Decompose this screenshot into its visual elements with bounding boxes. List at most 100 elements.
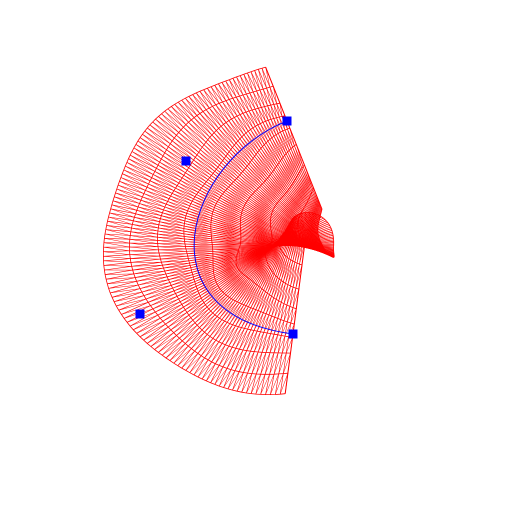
mesh-diagonal [235,280,252,302]
mesh-rung [280,160,294,183]
mesh-rung [199,91,213,107]
mesh-rung [118,298,147,311]
mesh-diagonal [239,282,255,304]
mesh-rung [292,147,303,169]
mesh-rung [234,349,244,371]
mesh-rung [251,351,259,374]
control-point-handle-p4[interactable] [288,329,298,339]
mesh-diagonal [134,217,159,226]
mesh-rung [116,295,145,307]
mesh-diagonal [199,285,219,296]
mesh-diagonal [220,162,237,179]
mesh-diagonal [177,350,195,366]
mesh-diagonal [233,279,251,300]
mesh-rung [258,69,267,89]
mesh-diagonal [147,127,169,147]
mesh-diagonal [177,102,192,121]
mesh-rung [243,134,258,153]
mesh-rung [132,224,159,229]
mesh-rung [171,106,189,123]
mesh-diagonal [172,193,192,204]
mesh-rung [195,92,210,109]
mesh-rung [180,290,199,302]
mesh-diagonal [212,173,229,188]
mesh-rung [261,268,271,289]
mesh-diagonal [112,200,137,211]
mesh-rung [130,255,160,259]
mesh-diagonal [174,104,189,123]
mesh-diagonal [229,304,245,324]
mesh-diagonal [245,111,254,129]
mesh-rung [239,138,255,157]
mesh-rung [188,254,213,259]
control-point-handle-p3[interactable] [135,309,145,319]
mesh-diagonal [145,290,175,300]
mesh-diagonal [212,245,240,248]
mesh-rung [213,132,232,150]
mesh-rung [153,174,178,186]
mesh-rung [129,311,156,327]
mesh-diagonal [245,202,271,221]
mesh-rung [154,171,179,184]
mesh-rung [225,190,246,204]
mesh-rung [196,278,216,289]
mesh-rung [288,150,300,173]
mesh-rung [284,155,297,178]
mesh-diagonal [273,352,283,375]
mesh-rung [283,258,290,283]
mesh-diagonal [247,351,259,374]
control-point-handle-p2[interactable] [181,156,191,166]
mesh-diagonal [120,177,146,191]
mesh-rung [176,134,199,153]
mesh-diagonal [185,329,203,344]
mesh-diagonal [130,231,158,238]
mesh-diagonal [254,70,261,91]
mesh-diagonal [207,319,223,335]
mesh-rung [235,279,251,302]
mesh-diagonal [213,209,241,223]
mesh-rung [229,303,242,324]
mesh-rung [184,223,211,230]
mesh-rung [199,283,218,296]
mesh-diagonal [269,174,285,195]
mesh-rung [169,198,190,207]
mesh-rung [275,373,279,395]
mesh-diagonal [218,103,230,121]
mesh-diagonal [278,352,287,374]
mesh-diagonal [285,231,295,257]
mesh-rung [277,133,288,153]
mesh-diagonal [247,165,263,185]
mesh-diagonal [212,213,241,226]
mesh-diagonal [241,373,253,393]
mesh-rung [269,275,277,295]
mesh-diagonal [202,111,217,131]
mesh-diagonal [144,130,167,150]
mesh-rung [157,301,181,316]
mesh-rung [157,240,185,242]
mesh-rung [278,352,283,374]
mesh-rung [160,218,185,224]
mesh-diagonal [202,185,220,198]
mesh-rung [291,213,317,233]
mesh-rung [277,319,282,335]
mesh-diagonal [243,207,271,225]
mesh-rung [191,162,212,176]
mesh-rung [207,179,226,191]
mesh-rung [138,276,168,286]
mesh-diagonal [148,293,176,303]
mesh-rung [157,164,183,179]
mesh-rung [202,146,222,163]
mesh-diagonal [284,129,292,149]
mesh-rung [216,130,233,148]
mesh-rung [104,266,132,271]
mesh-rung [265,374,270,395]
mesh-rung [194,334,208,352]
mesh-rung [161,258,189,263]
control-point-handle-p1[interactable] [282,116,292,126]
mesh-rung [249,161,267,180]
mesh-diagonal [286,287,294,306]
mesh-rung [169,274,193,283]
mesh-rung [221,82,234,99]
mesh-diagonal [234,144,249,165]
mesh-rung [181,293,200,305]
